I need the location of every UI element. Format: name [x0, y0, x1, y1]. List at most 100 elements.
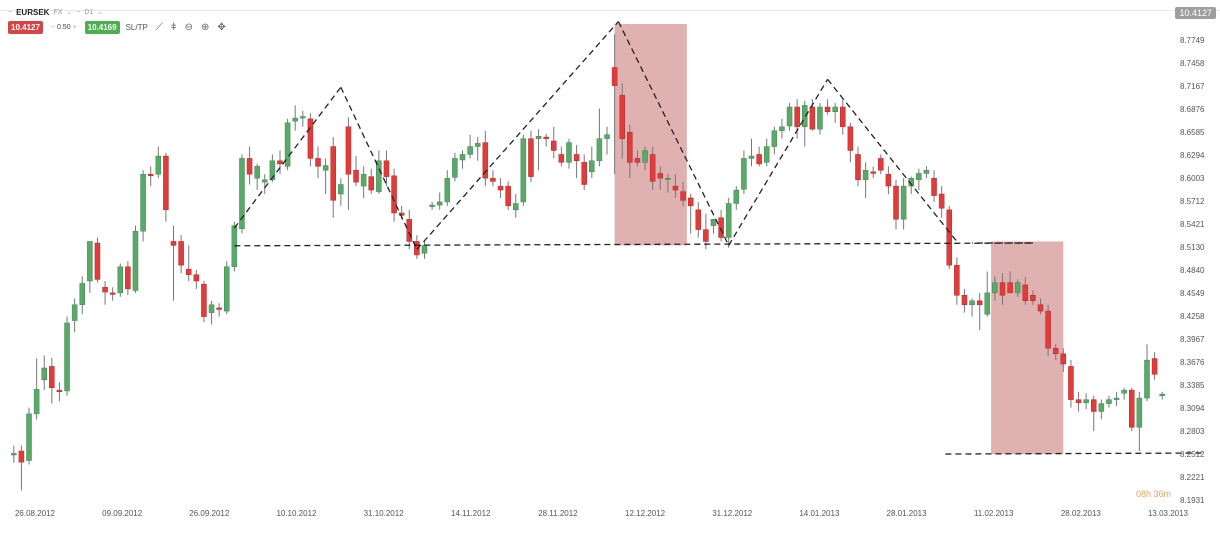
candle[interactable] — [611, 34, 618, 175]
candle[interactable] — [763, 138, 770, 167]
candle[interactable] — [893, 179, 899, 230]
candle[interactable] — [855, 146, 861, 187]
candle[interactable] — [710, 219, 717, 234]
candle[interactable] — [627, 124, 633, 179]
candle[interactable] — [208, 300, 215, 325]
candle[interactable] — [262, 174, 268, 194]
candle[interactable] — [566, 138, 572, 169]
candle[interactable] — [649, 146, 656, 191]
candle[interactable] — [109, 287, 116, 301]
candle[interactable] — [1129, 387, 1135, 432]
zoom-in-icon[interactable]: ⊕ — [201, 22, 210, 33]
candle[interactable] — [1144, 344, 1150, 402]
candle[interactable] — [490, 170, 496, 187]
candle[interactable] — [824, 99, 831, 115]
candle[interactable] — [64, 316, 70, 396]
chevron-down-icon[interactable]: ⌄ — [66, 9, 73, 16]
candle[interactable] — [505, 181, 511, 210]
candle[interactable] — [900, 178, 907, 230]
candle[interactable] — [421, 241, 428, 259]
symbol-name[interactable]: EURSEK — [16, 7, 50, 17]
candle[interactable] — [87, 241, 93, 293]
candle[interactable] — [459, 150, 466, 169]
plus-icon[interactable]: + — [70, 24, 77, 31]
candle[interactable] — [946, 205, 953, 270]
candle[interactable] — [916, 168, 922, 191]
line-chart-icon[interactable]: ⟋ — [155, 22, 163, 33]
candle[interactable] — [634, 150, 641, 167]
candle[interactable] — [185, 245, 192, 281]
candle[interactable] — [984, 271, 991, 317]
candle[interactable] — [140, 170, 146, 242]
sltp-button[interactable]: SL/TP — [125, 23, 148, 32]
candle[interactable] — [360, 166, 367, 198]
candle[interactable] — [619, 83, 625, 159]
candle[interactable] — [429, 201, 435, 210]
candle[interactable] — [1106, 395, 1112, 408]
candle[interactable] — [41, 355, 47, 391]
candle[interactable] — [923, 166, 930, 179]
candle[interactable] — [1060, 348, 1067, 372]
candle[interactable] — [801, 100, 808, 147]
candle[interactable] — [1068, 360, 1074, 408]
candle[interactable] — [665, 174, 671, 193]
candle[interactable] — [703, 213, 709, 250]
candle[interactable] — [71, 298, 78, 333]
candle[interactable] — [300, 110, 306, 127]
zoom-out-icon[interactable]: ⊖ — [184, 22, 194, 33]
candle[interactable] — [444, 170, 451, 206]
candle[interactable] — [604, 126, 610, 155]
candle[interactable] — [1052, 344, 1059, 361]
candle[interactable] — [216, 303, 222, 317]
candle[interactable] — [535, 129, 542, 171]
candle[interactable] — [26, 407, 32, 465]
candle[interactable] — [315, 146, 321, 179]
candle[interactable] — [452, 152, 458, 182]
candle[interactable] — [147, 166, 154, 187]
candle[interactable] — [1014, 279, 1021, 297]
candle[interactable] — [482, 130, 489, 187]
candle[interactable] — [1022, 277, 1029, 305]
candle[interactable] — [292, 105, 298, 131]
candle[interactable] — [771, 126, 778, 155]
buy-button[interactable]: 10.4169 — [84, 21, 120, 34]
candle[interactable] — [589, 146, 595, 179]
candle[interactable] — [954, 257, 960, 305]
candle[interactable] — [33, 358, 40, 420]
candle[interactable] — [779, 118, 785, 139]
candle[interactable] — [1151, 352, 1158, 380]
candle[interactable] — [1090, 395, 1097, 432]
candle[interactable] — [748, 138, 755, 167]
candle[interactable] — [436, 192, 443, 210]
candle[interactable] — [961, 288, 968, 313]
candle[interactable] — [931, 170, 937, 202]
candle[interactable] — [832, 103, 838, 123]
candle[interactable] — [277, 150, 283, 175]
candle[interactable] — [322, 158, 329, 194]
candle[interactable] — [79, 276, 86, 315]
sell-button[interactable]: 10.4127 — [8, 21, 43, 34]
candle[interactable] — [383, 150, 390, 187]
candle[interactable] — [992, 276, 998, 301]
candle[interactable] — [1113, 391, 1120, 406]
candle[interactable] — [467, 134, 473, 159]
candle[interactable] — [201, 280, 207, 323]
candle[interactable] — [1045, 304, 1051, 357]
candle[interactable] — [756, 146, 762, 167]
candle[interactable] — [520, 134, 527, 206]
candle[interactable] — [642, 146, 648, 171]
candle[interactable] — [125, 261, 131, 296]
candle[interactable] — [786, 103, 793, 131]
candle[interactable] — [976, 292, 983, 331]
candle[interactable] — [368, 168, 375, 194]
candle[interactable] — [718, 209, 724, 242]
candle[interactable] — [178, 235, 184, 274]
candle[interactable] — [254, 163, 260, 191]
candle[interactable] — [573, 144, 580, 179]
candle[interactable] — [474, 137, 481, 161]
candle[interactable] — [908, 176, 914, 194]
candle[interactable] — [1136, 391, 1143, 452]
candle[interactable] — [338, 178, 344, 206]
candle[interactable] — [1075, 391, 1082, 412]
